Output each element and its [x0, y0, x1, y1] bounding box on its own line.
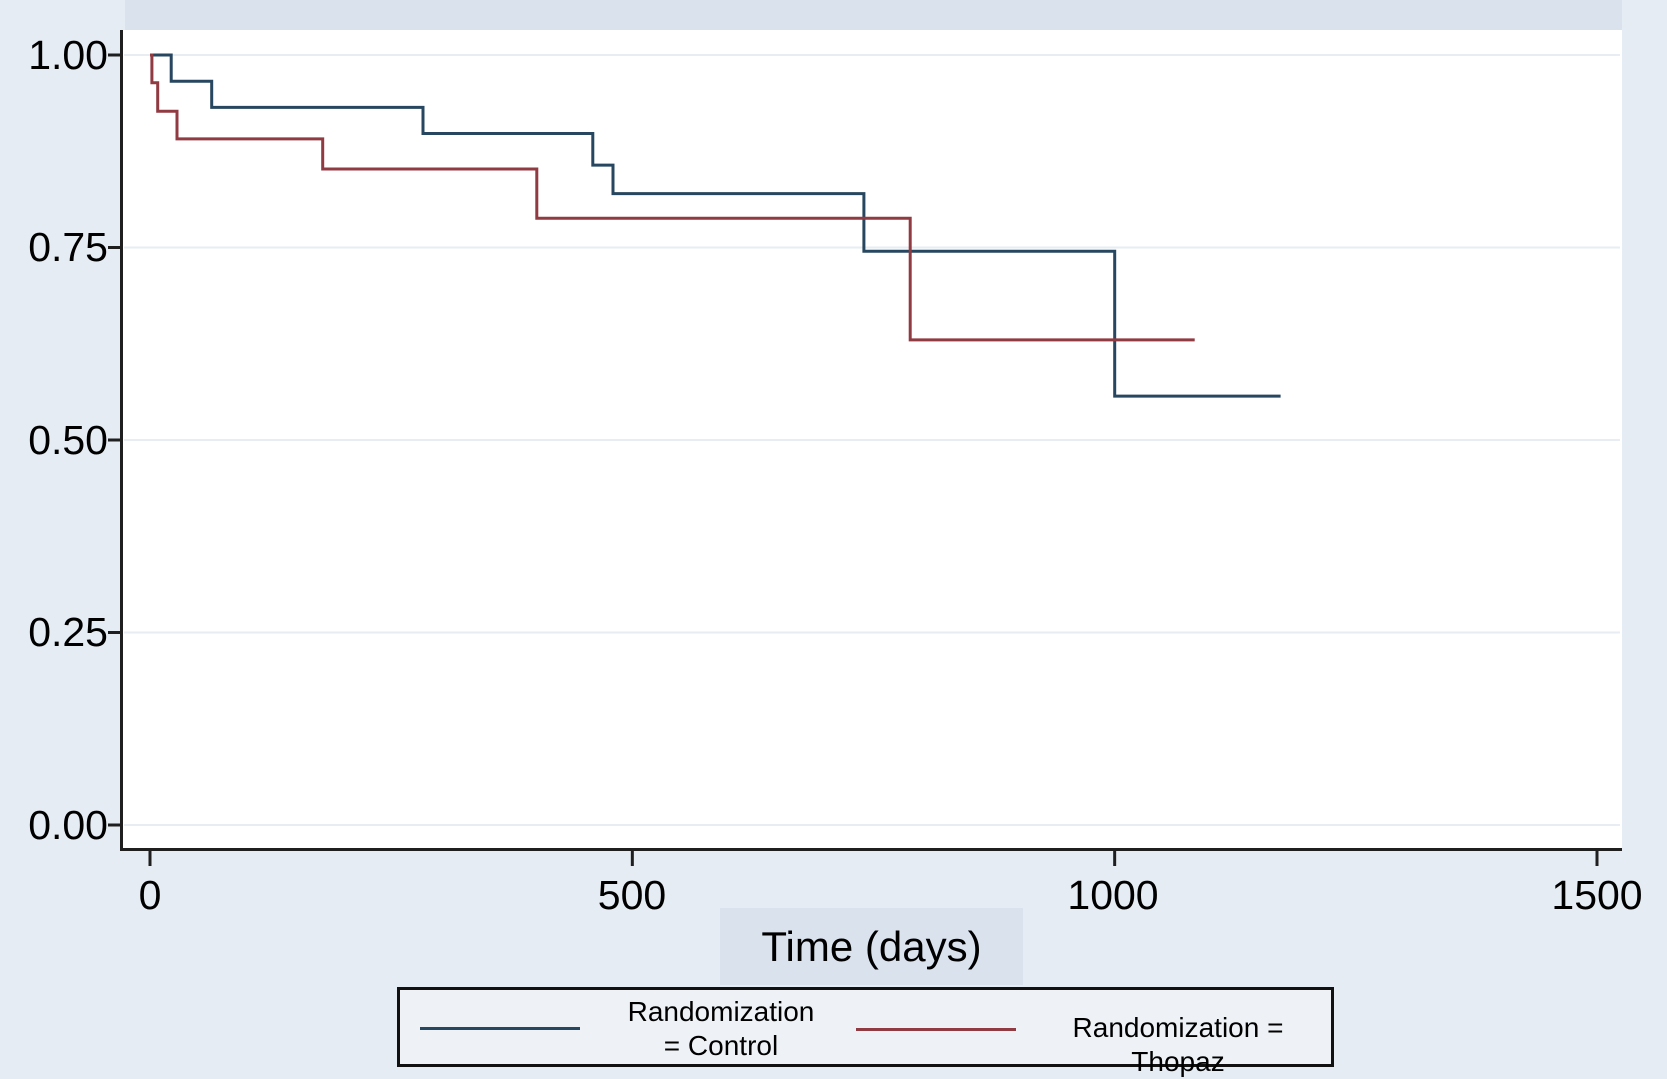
x-tick-label: 500 — [597, 872, 667, 918]
x-axis-title: Time (days) — [761, 922, 982, 970]
x-tick-label: 1000 — [1067, 872, 1159, 918]
y-tick-label: 0.00 — [28, 802, 108, 848]
y-tick-label: 1.00 — [28, 32, 108, 78]
legend: Randomization = Control Randomization = … — [397, 987, 1334, 1077]
x-tick-label: 1500 — [1551, 872, 1643, 918]
legend-swatch-thopaz-line — [856, 1028, 1016, 1031]
series-line-randomization-control — [150, 53, 1281, 398]
x-tick-label: 0 — [138, 872, 162, 918]
x-axis-title-highlight: Time (days) — [720, 908, 1023, 985]
legend-swatch-control-line — [420, 1027, 580, 1030]
y-tick-label: 0.75 — [28, 224, 108, 270]
series-line-randomization-thopaz — [150, 53, 1195, 342]
y-tick-label: 0.50 — [28, 417, 108, 463]
y-tick-label: 0.25 — [28, 609, 108, 655]
legend-label-thopaz: Randomization = Thopaz — [1072, 1012, 1284, 1077]
top-highlight-band — [125, 0, 1622, 30]
legend-label-control: Randomization = Control — [627, 996, 815, 1061]
